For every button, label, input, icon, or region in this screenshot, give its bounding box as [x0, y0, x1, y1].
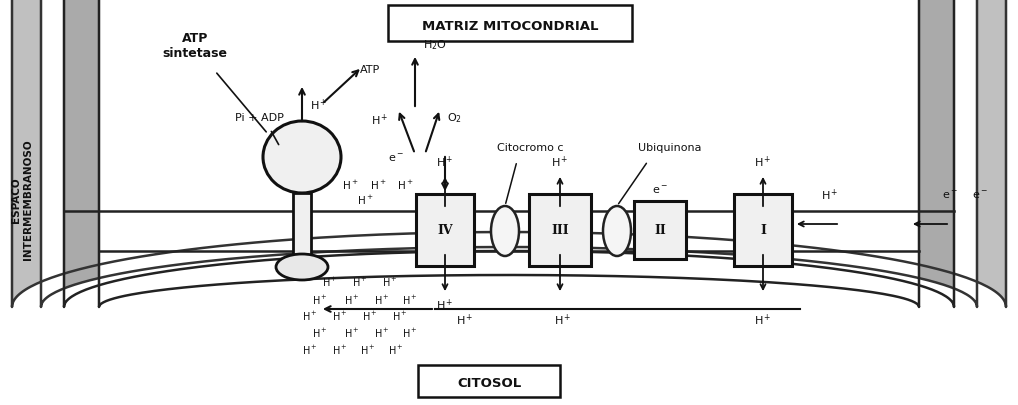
FancyBboxPatch shape — [529, 194, 591, 266]
Polygon shape — [12, 0, 1006, 307]
FancyBboxPatch shape — [634, 202, 686, 259]
Polygon shape — [41, 0, 977, 307]
Text: H$^+$: H$^+$ — [822, 187, 839, 202]
Text: II: II — [655, 224, 666, 237]
Text: H$^+$: H$^+$ — [388, 343, 404, 356]
FancyBboxPatch shape — [734, 194, 792, 266]
Text: H$^+$: H$^+$ — [402, 293, 417, 306]
Ellipse shape — [263, 122, 341, 194]
Text: H$^+$: H$^+$ — [754, 311, 772, 327]
Text: H$^+$: H$^+$ — [332, 309, 348, 322]
Text: Citocromo c: Citocromo c — [497, 143, 563, 153]
Text: H$^+$: H$^+$ — [302, 343, 318, 356]
Polygon shape — [99, 0, 919, 307]
Text: Pi + ADP: Pi + ADP — [235, 113, 284, 123]
Text: e$^-$: e$^-$ — [652, 184, 668, 195]
Text: H$^+$: H$^+$ — [375, 326, 390, 339]
Text: H$^+$: H$^+$ — [332, 343, 348, 356]
Text: MATRIZ MITOCONDRIAL: MATRIZ MITOCONDRIAL — [421, 19, 599, 32]
Text: III: III — [551, 224, 569, 237]
Text: e$^-$: e$^-$ — [388, 152, 404, 163]
Text: H$^+$: H$^+$ — [402, 326, 417, 339]
Text: H$^+$: H$^+$ — [360, 343, 376, 356]
Text: CITOSOL: CITOSOL — [457, 377, 521, 390]
FancyBboxPatch shape — [99, 0, 919, 211]
Text: e$^-$: e$^-$ — [942, 189, 958, 200]
Text: H$^+$: H$^+$ — [362, 309, 378, 322]
FancyBboxPatch shape — [418, 365, 560, 397]
Text: H$^+$: H$^+$ — [382, 275, 398, 288]
Text: H$^+$: H$^+$ — [313, 293, 328, 306]
Ellipse shape — [603, 207, 631, 256]
Text: H$_2$O: H$_2$O — [423, 38, 447, 52]
Text: H$^+$: H$^+$ — [310, 97, 328, 112]
Text: H$^+$: H$^+$ — [436, 296, 454, 312]
Text: H$^+$: H$^+$ — [551, 154, 569, 169]
Text: ATP
sintetase: ATP sintetase — [163, 32, 227, 60]
Text: ATP: ATP — [360, 65, 380, 75]
Ellipse shape — [276, 254, 328, 280]
Text: ESPACO
INTERMEMBRANOSO: ESPACO INTERMEMBRANOSO — [11, 139, 33, 260]
FancyBboxPatch shape — [64, 0, 954, 252]
Text: H$^+$: H$^+$ — [754, 154, 772, 169]
Text: e$^-$: e$^-$ — [972, 189, 988, 200]
Text: H$^+$: H$^+$ — [352, 275, 367, 288]
Text: I: I — [760, 224, 766, 237]
Text: H$^+$: H$^+$ — [313, 326, 328, 339]
Text: H$^+$: H$^+$ — [342, 178, 358, 191]
Text: O$_2$: O$_2$ — [448, 111, 462, 125]
Text: H$^+$: H$^+$ — [344, 293, 359, 306]
Text: H$^+$: H$^+$ — [554, 311, 572, 327]
FancyBboxPatch shape — [388, 6, 632, 42]
Text: H$^+$: H$^+$ — [372, 112, 389, 127]
Text: Ubiquinona: Ubiquinona — [638, 143, 701, 153]
FancyBboxPatch shape — [416, 194, 474, 266]
Text: IV: IV — [437, 224, 453, 237]
Text: H$^+$: H$^+$ — [456, 311, 473, 327]
Text: H$^+$: H$^+$ — [344, 326, 359, 339]
Text: H$^+$: H$^+$ — [392, 309, 408, 322]
Text: H$^+$: H$^+$ — [370, 178, 387, 191]
Text: H$^+$: H$^+$ — [397, 178, 413, 191]
Ellipse shape — [491, 207, 519, 256]
Text: H$^+$: H$^+$ — [375, 293, 390, 306]
Text: H$^+$: H$^+$ — [322, 275, 338, 288]
Polygon shape — [64, 0, 954, 307]
FancyBboxPatch shape — [293, 194, 312, 259]
Text: H$^+$: H$^+$ — [356, 193, 374, 206]
Text: H$^+$: H$^+$ — [302, 309, 318, 322]
Text: H$^+$: H$^+$ — [436, 154, 454, 169]
